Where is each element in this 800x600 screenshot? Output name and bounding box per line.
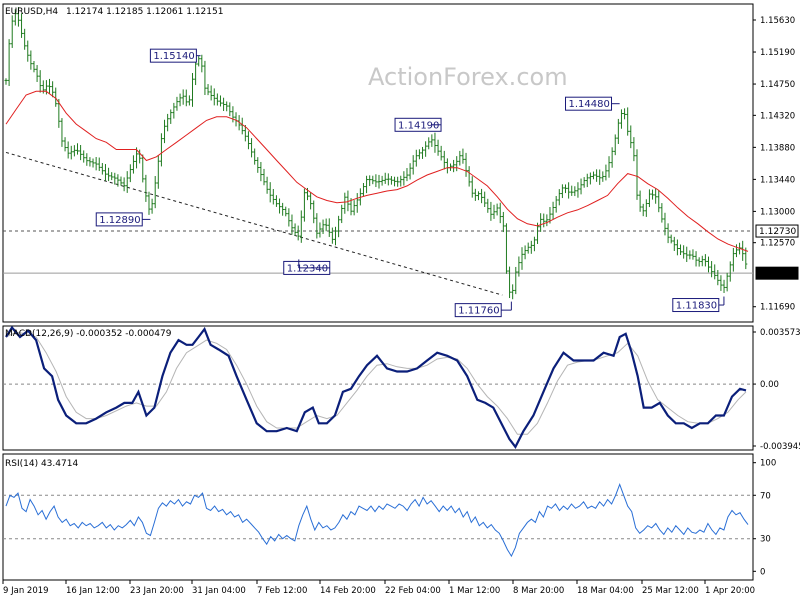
x-axis-tick-label: 1 Apr 20:00 [705, 586, 755, 596]
x-axis-tick-label: 22 Feb 04:00 [385, 586, 441, 596]
macd-axis-tick-label: -0.003945 [760, 442, 800, 452]
price-label-text: 1.12730 [759, 227, 796, 237]
price-axis-tick-label: 1.14320 [760, 111, 795, 121]
annotation-label: 1.14190 [398, 120, 439, 131]
x-axis-tick-label: 18 Mar 04:00 [577, 586, 634, 596]
rsi-line [5, 482, 749, 558]
price-axis-tick-label: 1.12570 [760, 239, 795, 249]
annotation-label: 1.12890 [99, 215, 140, 226]
macd-signal-line [5, 331, 747, 435]
annotation-1.12340: 1.12340 [283, 259, 331, 275]
rsi-axis-tick-label: 100 [760, 459, 776, 469]
rsi-panel: 100 70 30 0 [3, 459, 776, 577]
annotation-1.14480: 1.14480 [565, 96, 620, 111]
x-axis-tick-label: 1 Mar 12:00 [449, 586, 500, 596]
price-header-values: 1.12174 1.12185 1.12061 1.12151 [66, 7, 223, 17]
rsi-header: RSI(14) 43.4714 [5, 459, 78, 469]
x-axis-tick-label: 23 Jan 20:00 [130, 586, 184, 596]
rsi-axis-tick-label: 0 [760, 567, 765, 577]
macd-panel: 0.003573 0.00 -0.003945 [3, 325, 800, 452]
annotation-label: 1.15140 [153, 51, 194, 62]
annotation-label: 1.11760 [458, 306, 499, 317]
annotation-1.15140: 1.15140 [149, 48, 201, 63]
rsi-axis-tick-label: 30 [760, 535, 771, 545]
annotation-1.11760: 1.11760 [454, 301, 512, 318]
x-axis-tick-label: 14 Feb 20:00 [320, 586, 376, 596]
x-axis: 9 Jan 2019 16 Jan 12:00 23 Jan 20:00 31 Jan… [2, 580, 755, 596]
moving-average-line [5, 90, 749, 252]
candles-group [4, 7, 748, 300]
price-axis-tick-label: 1.15630 [760, 16, 795, 26]
x-axis-tick-label: 7 Feb 12:00 [257, 586, 307, 596]
rsi-axis-tick-label: 70 [760, 491, 771, 501]
macd-axis-tick-label: 0.00 [760, 380, 779, 390]
macd-panel-frame [2, 325, 754, 451]
x-axis-tick-label: 25 Mar 12:00 [642, 586, 699, 596]
price-label-text: 1.12151 [759, 269, 796, 279]
price-header-symbol: EURUSD,H4 [5, 7, 58, 17]
annotation-label: 1.11830 [676, 301, 717, 312]
resistance-price-label: 1.12730 [755, 224, 799, 238]
x-axis-tick-label: 8 Mar 20:00 [513, 586, 564, 596]
annotation-label: 1.14480 [569, 99, 610, 110]
x-axis-tick-label: 31 Jan 04:00 [192, 586, 246, 596]
price-panel: 1.15140 1.12890 1.12340 1.14190 1.11760 1.144… [3, 7, 799, 318]
price-label-box [755, 266, 799, 280]
x-axis-tick-label: 9 Jan 2019 [3, 586, 49, 596]
annotation-label: 1.12340 [287, 263, 328, 274]
trendline-dotted [5, 151, 503, 296]
annotation-1.12890: 1.12890 [95, 212, 151, 227]
price-axis-tick-label: 1.14750 [760, 80, 795, 90]
macd-header: MACD(12,26,9) -0.000352 -0.000479 [5, 329, 172, 339]
rsi-panel-frame [2, 453, 754, 581]
price-axis-tick-label: 1.13880 [760, 143, 795, 153]
annotation-1.11830: 1.11830 [672, 296, 725, 313]
price-axis-tick-label: 1.11690 [760, 303, 795, 313]
annotation-1.14190: 1.14190 [394, 117, 442, 132]
price-axis-tick-label: 1.13000 [760, 207, 795, 217]
watermark: ActionForex.com [368, 63, 568, 91]
macd-line [5, 325, 747, 449]
price-panel-frame [2, 3, 754, 323]
x-axis-tick-label: 16 Jan 12:00 [66, 586, 120, 596]
price-label-box [755, 224, 799, 238]
price-axis-tick-label: 1.13440 [760, 175, 795, 185]
macd-axis-tick-label: 0.003573 [760, 328, 800, 338]
current-price-label: 1.12151 [755, 266, 799, 280]
price-axis-tick-label: 1.15190 [760, 48, 795, 58]
